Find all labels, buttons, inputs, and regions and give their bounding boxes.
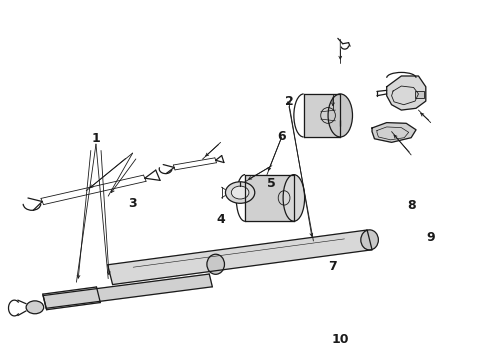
Text: 9: 9 <box>426 231 435 244</box>
FancyBboxPatch shape <box>415 91 424 98</box>
Ellipse shape <box>283 175 305 221</box>
Polygon shape <box>372 123 416 142</box>
Text: 10: 10 <box>332 333 349 346</box>
Text: 5: 5 <box>268 177 276 190</box>
Text: 4: 4 <box>216 213 225 226</box>
Circle shape <box>26 301 44 314</box>
Text: 2: 2 <box>285 95 294 108</box>
Polygon shape <box>245 175 294 221</box>
Text: 1: 1 <box>92 132 100 145</box>
Ellipse shape <box>207 254 224 274</box>
Ellipse shape <box>361 230 378 250</box>
Text: 7: 7 <box>329 260 337 273</box>
Ellipse shape <box>328 94 352 137</box>
Polygon shape <box>304 94 340 137</box>
Text: 8: 8 <box>407 199 416 212</box>
Polygon shape <box>108 230 372 284</box>
Polygon shape <box>387 76 426 110</box>
Circle shape <box>225 182 255 203</box>
Text: 3: 3 <box>128 197 137 210</box>
Circle shape <box>231 186 249 199</box>
Polygon shape <box>43 274 212 308</box>
Polygon shape <box>43 287 100 310</box>
Text: 6: 6 <box>277 130 286 144</box>
